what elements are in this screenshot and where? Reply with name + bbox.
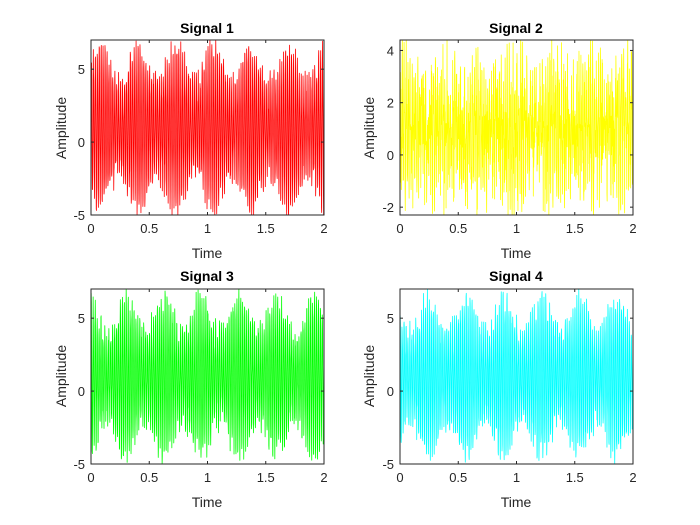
- subplot-1-ticks: 0 0.5 1 1.5 2-505: [73, 40, 328, 236]
- subplot-1-ytick-label: 5: [78, 62, 85, 77]
- subplot-4-signal: [399, 288, 634, 464]
- subplot-4-xtick-label: 0: [396, 470, 403, 485]
- subplot-4: Signal 4 0 0.5 1 1.5 2-505 Time Amplitude: [361, 268, 637, 510]
- subplot-1-xtick-label: 2: [320, 221, 327, 236]
- subplot-2-xtick-label: 0: [396, 221, 403, 236]
- subplot-2-signal-line: [399, 39, 634, 216]
- subplot-3-xtick-label: 1.5: [257, 470, 275, 485]
- subplot-1-xtick-label: 1: [204, 221, 211, 236]
- subplot-4-ticks: 0 0.5 1 1.5 2-505: [382, 289, 637, 485]
- subplot-2-xtick-label: 2: [629, 221, 636, 236]
- subplot-1-title: Signal 1: [180, 20, 234, 36]
- subplot-2-title: Signal 2: [489, 20, 543, 36]
- subplot-4-xtick-label: 1.5: [566, 470, 584, 485]
- subplot-3-ticks: 0 0.5 1 1.5 2-505: [73, 289, 328, 485]
- subplot-2-ytick-label: 2: [387, 96, 394, 111]
- subplot-4-xtick-label: 0.5: [449, 470, 467, 485]
- subplot-1-ytick-label: -5: [73, 208, 85, 223]
- subplot-3-ytick-label: 0: [78, 384, 85, 399]
- subplot-4-ylabel: Amplitude: [361, 345, 377, 407]
- subplot-1-ytick-label: 0: [78, 135, 85, 150]
- subplot-3-xtick-label: 2: [320, 470, 327, 485]
- subplot-3-title: Signal 3: [180, 268, 234, 284]
- subplot-2-xtick-label: 1.5: [566, 221, 584, 236]
- subplot-3-signal: [90, 288, 325, 464]
- subplot-2-ytick-label: -2: [382, 200, 394, 215]
- subplot-1-ylabel: Amplitude: [53, 97, 69, 159]
- subplot-2-signal: [399, 39, 634, 216]
- subplot-3-xtick-label: 0.5: [140, 470, 158, 485]
- subplot-2-xtick-label: 0.5: [449, 221, 467, 236]
- subplot-4-xtick-label: 1: [513, 470, 520, 485]
- subplot-2-ytick-label: 0: [387, 148, 394, 163]
- subplot-1-xtick-label: 0.5: [140, 221, 158, 236]
- subplot-1-xtick-label: 1.5: [257, 221, 275, 236]
- subplot-3-xtick-label: 0: [87, 470, 94, 485]
- subplot-4-ytick-label: -5: [382, 457, 394, 472]
- subplot-1-signal: [90, 39, 325, 216]
- subplot-2-xlabel: Time: [501, 245, 532, 261]
- subplot-1-signal-line: [90, 39, 325, 216]
- subplot-2-ytick-label: 4: [387, 43, 394, 58]
- subplot-2-ylabel: Amplitude: [361, 97, 377, 159]
- subplot-3-signal-line: [90, 288, 325, 464]
- subplot-3-ytick-label: 5: [78, 311, 85, 326]
- subplot-1: Signal 1 0 0.5 1 1.5 2-505 Time Amplitude: [53, 20, 328, 261]
- subplot-3-ytick-label: -5: [73, 457, 85, 472]
- subplot-4-xlabel: Time: [501, 494, 532, 510]
- subplot-1-xtick-label: 0: [87, 221, 94, 236]
- subplot-4-ytick-label: 5: [387, 311, 394, 326]
- subplot-3-xlabel: Time: [192, 494, 223, 510]
- subplot-4-title: Signal 4: [489, 268, 543, 284]
- subplot-4-xtick-label: 2: [629, 470, 636, 485]
- subplot-4-signal-line: [399, 288, 634, 464]
- subplot-3-ylabel: Amplitude: [53, 345, 69, 407]
- subplot-1-xlabel: Time: [192, 245, 223, 261]
- subplot-2-xtick-label: 1: [513, 221, 520, 236]
- subplot-3-xtick-label: 1: [204, 470, 211, 485]
- subplot-3: Signal 3 0 0.5 1 1.5 2-505 Time Amplitude: [53, 268, 328, 510]
- subplot-4-ytick-label: 0: [387, 384, 394, 399]
